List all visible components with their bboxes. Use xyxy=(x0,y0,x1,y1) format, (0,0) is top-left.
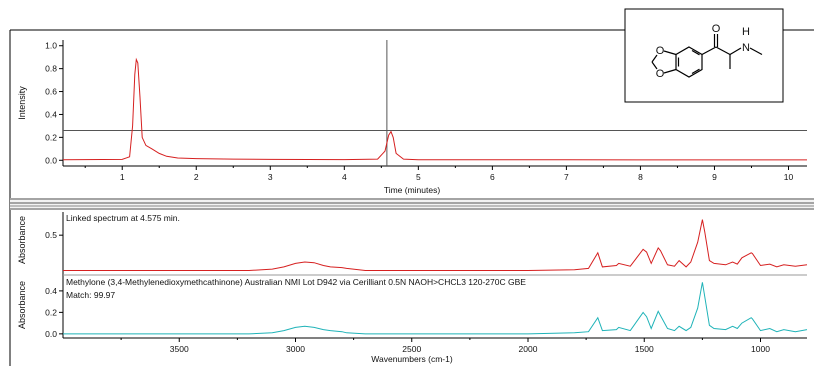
spectrum-y-label-top: Absorbance xyxy=(17,216,27,264)
chromatogram-x-tick-label: 10 xyxy=(784,172,794,182)
spectrum-y-tick-label: 0.5 xyxy=(45,230,57,240)
spectra-panel[interactable]: Absorbance Absorbance Wavenumbers (cm-1)… xyxy=(17,212,808,364)
spectrum-x-tick-label: 3500 xyxy=(170,344,189,354)
spectrum-x-tick-label: 3000 xyxy=(286,344,305,354)
spectrum-x-axis: 3500 3000 2500 2000 1500 1000 xyxy=(120,338,770,354)
spectrum-x-tick-label: 2000 xyxy=(519,344,538,354)
dioxole-oxygen-top-label: O xyxy=(656,45,665,57)
library-spectrum-caption: Methylone (3,4-Methylenedioxymethcathino… xyxy=(66,277,526,287)
chromatogram-x-tick-label: 8 xyxy=(638,172,643,182)
chromatogram-y-axis: 0.0 0.2 0.4 0.6 0.8 1.0 xyxy=(45,41,63,165)
spectrum-y-label-bottom: Absorbance xyxy=(17,281,27,329)
chromatogram-x-tick-label: 4 xyxy=(342,172,347,182)
chromatogram-trace xyxy=(62,57,807,161)
ring-inner-bond-2 xyxy=(691,68,700,75)
carbonyl-oxygen-label: O xyxy=(712,23,721,35)
spectrum-x-tick-label: 1000 xyxy=(751,344,770,354)
n-methyl-bond xyxy=(749,47,763,56)
ring-inner-bond-1 xyxy=(691,49,700,56)
chromatogram-x-tick-label: 1 xyxy=(120,172,125,182)
spectrum-y-axis: 0.5 0.0 0.2 0.4 xyxy=(45,230,63,339)
spectrum-y-tick-label: 0.0 xyxy=(45,329,57,339)
chromatogram-y-tick-label: 0.8 xyxy=(45,64,57,74)
dioxole-bond-4 xyxy=(651,61,658,70)
spectrum-x-tick-label: 2500 xyxy=(402,344,421,354)
chromatogram-x-tick-label: 6 xyxy=(490,172,495,182)
spectrum-x-tick-label: 1500 xyxy=(635,344,654,354)
amine-nitrogen-label: N xyxy=(742,42,750,54)
chromatogram-x-tick-label: 7 xyxy=(564,172,569,182)
chromatogram-x-tick-label: 2 xyxy=(194,172,199,182)
chromatogram-y-tick-label: 0.2 xyxy=(45,132,57,142)
chromatogram-y-tick-label: 0.6 xyxy=(45,87,57,97)
structure-box xyxy=(624,8,784,103)
linked-spectrum-caption: Linked spectrum at 4.575 min. xyxy=(66,213,180,223)
chromatogram-x-axis: 1 2 3 4 5 6 7 8 9 10 xyxy=(84,166,794,182)
chromatogram-x-tick-label: 3 xyxy=(268,172,273,182)
dioxole-oxygen-bottom-label: O xyxy=(656,68,665,80)
spectrum-x-label: Wavenumbers (cm-1) xyxy=(371,354,453,364)
chromatogram-x-label: Time (minutes) xyxy=(384,185,441,195)
chromatogram-x-tick-label: 9 xyxy=(712,172,717,182)
methylone-structure xyxy=(651,34,763,78)
chromatogram-y-tick-label: 1.0 xyxy=(45,41,57,51)
dioxole-bond-3 xyxy=(651,54,658,63)
chromatogram-y-tick-label: 0.4 xyxy=(45,109,57,119)
ring-to-carbonyl-bond xyxy=(701,46,717,56)
section-separator[interactable] xyxy=(10,198,814,210)
dioxole-bond-1 xyxy=(663,50,677,56)
chromatogram-y-label: Intensity xyxy=(17,86,27,120)
alpha-carbon-bond xyxy=(715,46,731,56)
chromatogram-panel[interactable]: Intensity Time (minutes) 0.0 0.2 0.4 0.6 0.8… xyxy=(17,40,807,195)
chromatogram-x-tick-label: 5 xyxy=(416,172,421,182)
match-score: Match: 99.97 xyxy=(66,290,115,300)
spectrum-y-tick-label: 0.2 xyxy=(45,307,57,317)
amine-bond xyxy=(729,47,742,56)
amine-hydrogen-label: H xyxy=(742,26,750,38)
structure-inset: O H N O O xyxy=(624,8,784,103)
spectrum-y-tick-label: 0.4 xyxy=(45,286,57,296)
library-spectrum-trace xyxy=(63,282,808,335)
dioxole-bond-2 xyxy=(663,68,677,74)
chromatogram-y-tick-label: 0.0 xyxy=(45,155,57,165)
sample-spectrum-trace xyxy=(63,219,808,271)
